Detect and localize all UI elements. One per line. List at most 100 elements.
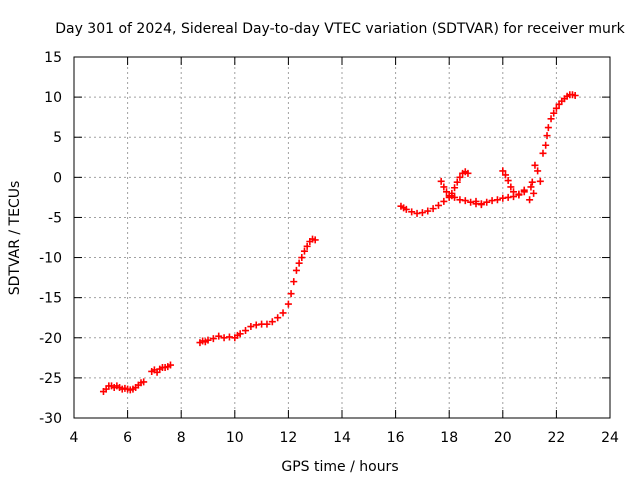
data-point: [552, 104, 560, 112]
data-point: [527, 183, 535, 191]
x-tick-label: 22: [547, 430, 565, 446]
data-point: [209, 335, 217, 343]
data-point: [461, 197, 469, 205]
data-point: [539, 149, 547, 157]
data-point: [408, 208, 416, 216]
data-point: [424, 207, 432, 215]
chart-title: Day 301 of 2024, Sidereal Day-to-day VTE…: [55, 21, 625, 37]
y-tick-label: -30: [39, 411, 62, 427]
y-tick-label: 15: [44, 50, 62, 66]
data-point: [571, 92, 579, 100]
data-point: [440, 183, 448, 191]
data-point: [287, 290, 295, 298]
data-point: [303, 242, 311, 250]
y-tick-label: -5: [48, 210, 62, 226]
data-point: [528, 178, 536, 186]
x-axis-label: GPS time / hours: [281, 459, 398, 475]
data-point: [547, 115, 555, 123]
x-tick-label: 4: [70, 430, 79, 446]
data-point: [437, 177, 445, 185]
data-point: [504, 177, 512, 185]
x-tick-label: 24: [601, 430, 619, 446]
y-tick-label: -20: [39, 331, 62, 347]
data-point: [483, 198, 491, 206]
x-tick-label: 16: [387, 430, 405, 446]
data-point: [488, 197, 496, 205]
data-point: [290, 278, 298, 286]
axis-ticks: [73, 56, 611, 419]
data-point: [242, 327, 250, 335]
x-tick-label: 8: [177, 430, 186, 446]
data-point: [140, 378, 148, 386]
data-point: [274, 314, 282, 322]
data-point: [530, 189, 538, 197]
data-point: [531, 161, 539, 169]
data-point: [477, 200, 485, 208]
data-point: [268, 318, 276, 326]
y-tick-label: -10: [39, 251, 62, 267]
data-point: [544, 124, 552, 132]
x-tick-label: 20: [494, 430, 512, 446]
y-tick-label: 5: [53, 130, 62, 146]
data-point: [311, 236, 319, 244]
data-point: [236, 330, 244, 338]
x-tick-label: 14: [333, 430, 351, 446]
data-point: [464, 169, 472, 177]
data-point: [295, 259, 303, 267]
data-point: [467, 198, 475, 206]
x-tick-labels: 4 6 8 10 12 14 16 18 20 22 24: [70, 430, 619, 446]
data-point: [215, 332, 223, 340]
data-point: [493, 196, 501, 204]
data-point: [515, 191, 523, 199]
x-tick-label: 12: [279, 430, 297, 446]
data-point: [534, 167, 542, 175]
y-tick-label: -25: [39, 371, 62, 387]
data-point: [204, 336, 212, 344]
data-point: [536, 177, 544, 185]
data-point: [542, 141, 550, 149]
x-tick-label: 10: [226, 430, 244, 446]
data-point: [298, 254, 306, 262]
data-point: [510, 188, 518, 196]
data-point: [402, 205, 410, 213]
data-point: [501, 171, 509, 179]
y-tick-label: 10: [44, 90, 62, 106]
data-point: [526, 196, 534, 204]
data-point: [448, 189, 456, 197]
y-tick-label: -15: [39, 291, 62, 307]
data-point: [550, 109, 558, 117]
y-tick-labels: 15 10 5 0 -5 -10 -15 -20 -25 -30: [39, 50, 62, 427]
data-point: [225, 333, 233, 341]
data-point: [440, 197, 448, 205]
data-point: [543, 132, 551, 140]
x-tick-label: 18: [440, 430, 458, 446]
data-point: [247, 323, 255, 331]
data-point: [453, 178, 461, 186]
data-point: [499, 194, 507, 202]
data-point: [456, 173, 464, 181]
data-point: [499, 167, 507, 175]
data-point: [451, 184, 459, 192]
data-point: [443, 188, 451, 196]
y-axis-label: SDTVAR / TECUs: [7, 181, 23, 296]
data-points: [99, 91, 579, 396]
data-point: [413, 209, 421, 217]
data-point: [263, 320, 271, 328]
y-tick-label: 0: [53, 170, 62, 186]
data-point: [220, 334, 228, 342]
data-point: [292, 266, 300, 274]
data-point: [434, 201, 442, 209]
data-point: [429, 205, 437, 213]
data-point: [418, 209, 426, 217]
data-point: [451, 193, 459, 201]
data-point: [507, 183, 515, 191]
data-point: [279, 309, 287, 317]
data-point: [520, 188, 528, 196]
data-point: [472, 197, 480, 205]
data-point: [284, 300, 292, 308]
x-tick-label: 6: [123, 430, 132, 446]
data-point: [300, 247, 308, 255]
data-point: [166, 361, 174, 369]
